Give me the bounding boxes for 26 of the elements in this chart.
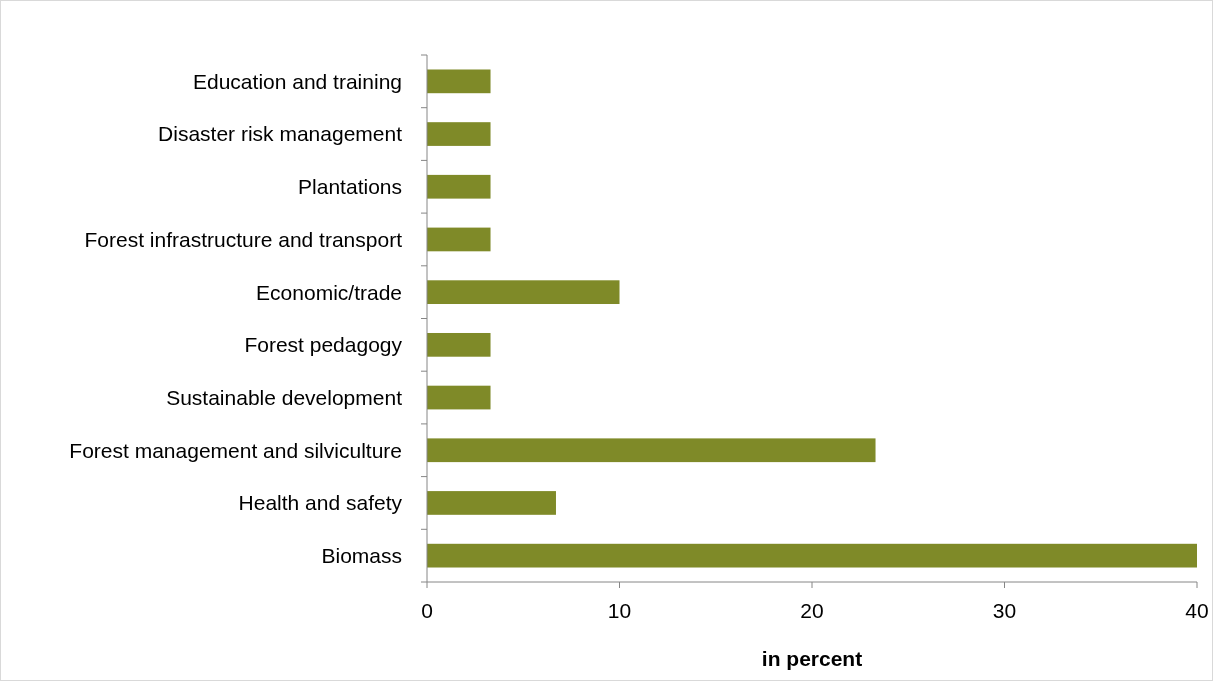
- bar: [427, 69, 491, 94]
- bar: [427, 491, 556, 515]
- y-tick-label: Sustainable development: [166, 385, 403, 409]
- y-tick-label: Health and safety: [238, 491, 403, 515]
- x-tick-label: 30: [992, 599, 1017, 622]
- bar: [427, 280, 620, 305]
- bar: [427, 332, 491, 357]
- bar: [427, 385, 491, 410]
- y-tick-label: Economic/trade: [256, 280, 402, 304]
- y-tick-label: Biomass: [321, 544, 402, 567]
- bar: [427, 227, 491, 252]
- x-tick-label: 10: [607, 599, 632, 622]
- bar: [427, 122, 491, 146]
- y-tick-label: Forest pedagogy: [244, 333, 403, 357]
- x-axis-title: in percent: [761, 647, 863, 670]
- x-tick-label: 40: [1185, 599, 1209, 622]
- y-tick-label: Plantations: [298, 175, 402, 199]
- x-tick-label: 20: [800, 599, 824, 622]
- bar: [427, 543, 1197, 568]
- y-tick-label: Disaster risk management: [158, 122, 403, 146]
- x-tick-label: 0: [421, 599, 433, 622]
- y-tick-label: Forest management and silviculture: [69, 438, 402, 462]
- bar: [427, 174, 491, 199]
- y-tick-label: Education and training: [193, 69, 402, 93]
- bar: [427, 438, 876, 463]
- y-tick-label: Forest infrastructure and transport: [84, 227, 403, 251]
